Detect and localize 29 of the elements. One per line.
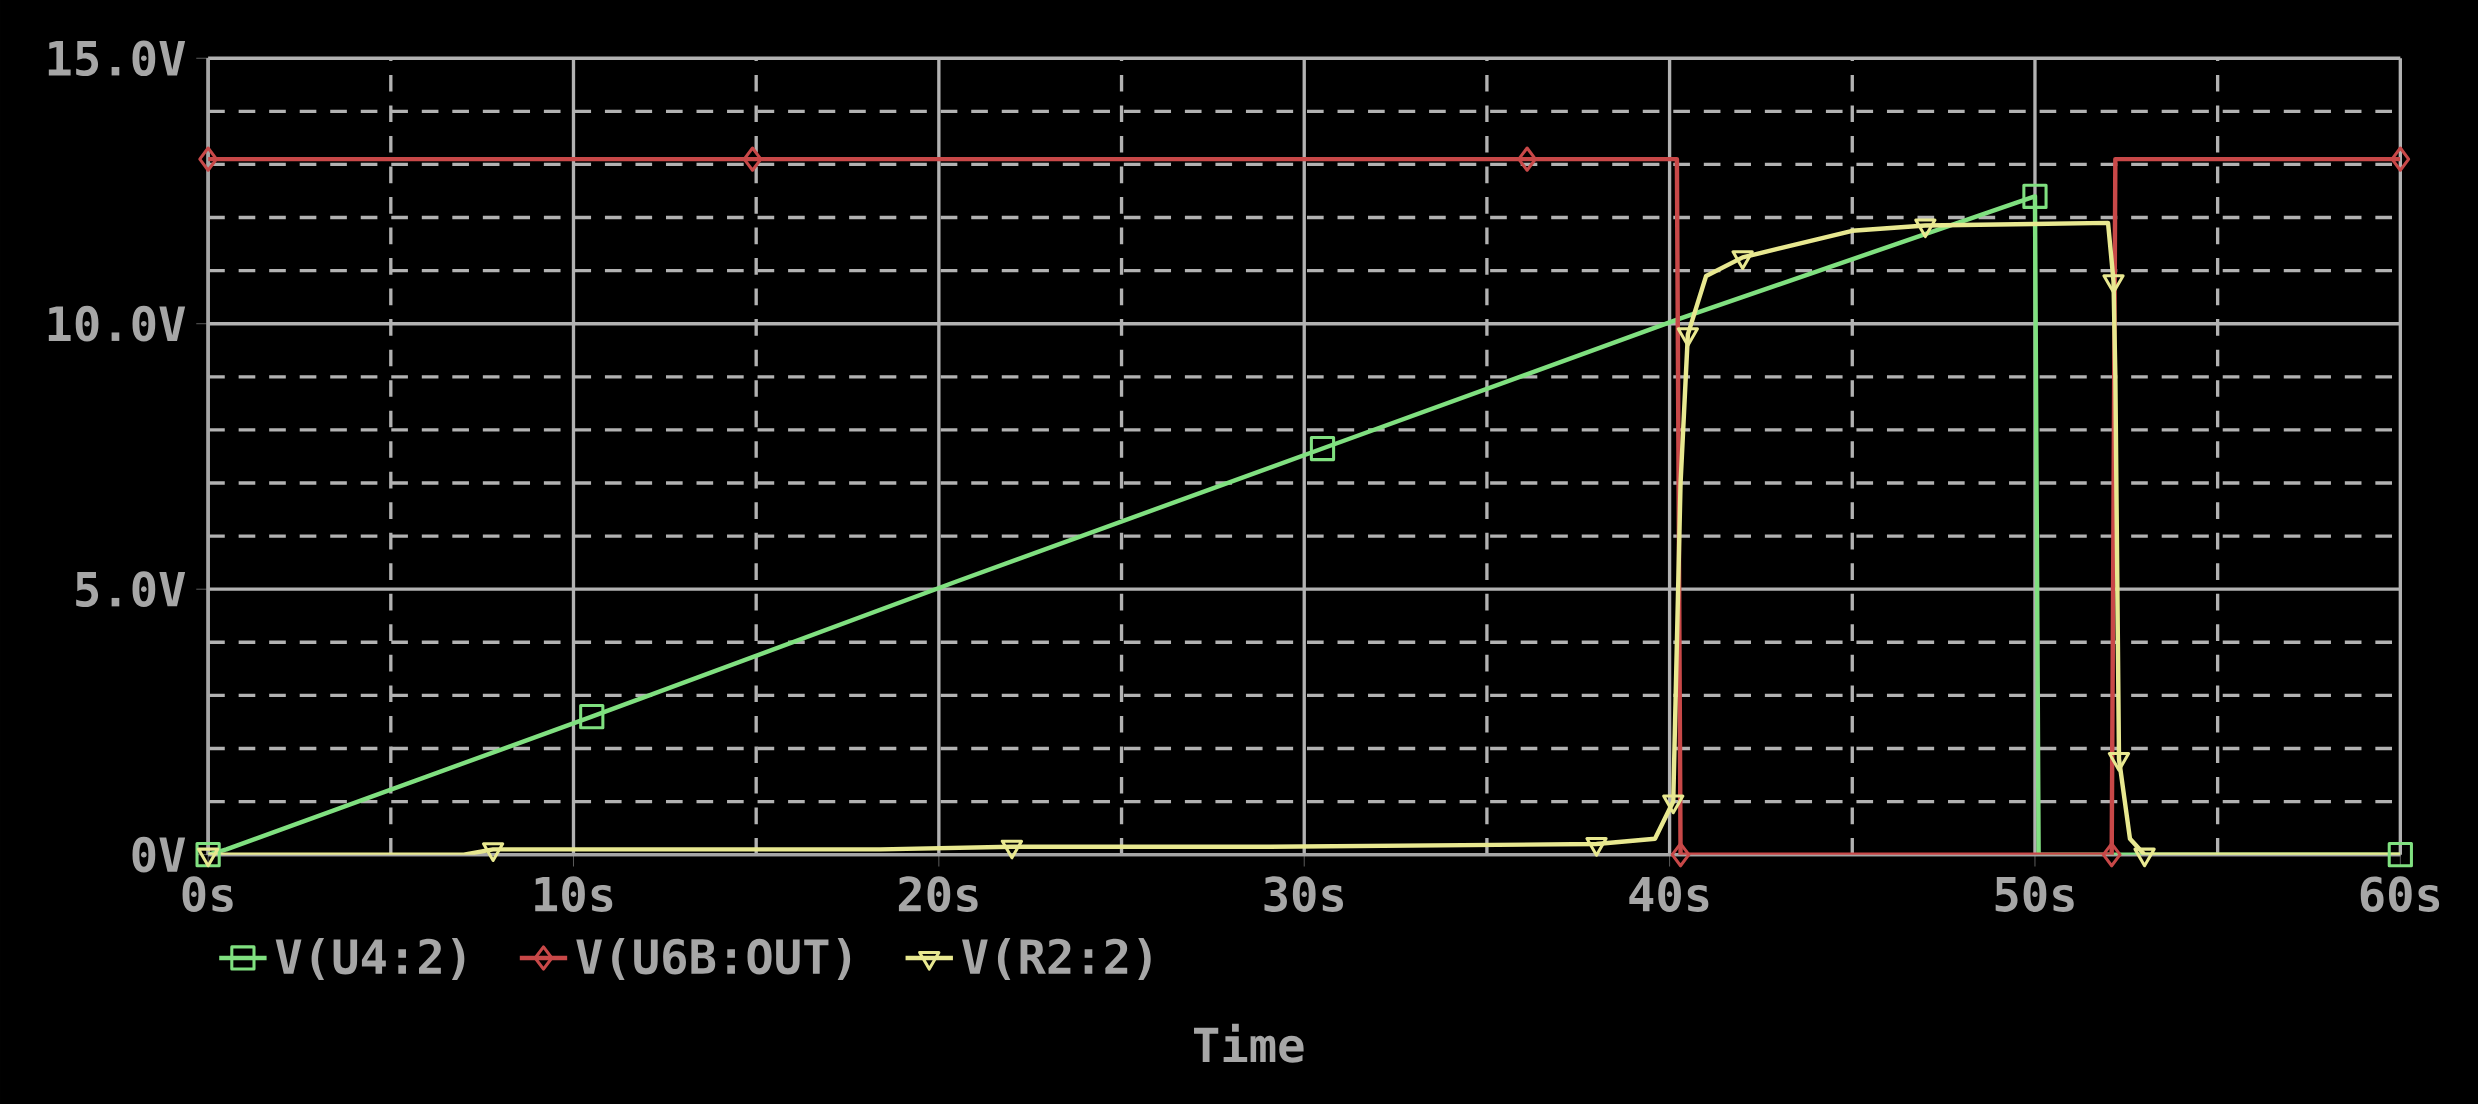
x-tick-label: 20s <box>898 876 978 912</box>
legend-label: V(U6B:OUT) <box>576 937 851 980</box>
y-tick-label: 10.0V <box>48 305 186 342</box>
point <box>2133 847 2156 868</box>
point <box>1000 839 1024 860</box>
point <box>742 146 763 172</box>
point <box>198 146 218 172</box>
point <box>2022 183 2048 209</box>
x-tick-label: 30s <box>1264 876 1344 912</box>
x-axis-title: Time <box>1194 1023 1304 1063</box>
x-tick-label: 10s <box>535 876 613 912</box>
x-tick-label: 40s <box>1629 876 1709 912</box>
point <box>1517 146 1537 172</box>
x-tick-label: 0s <box>182 876 233 912</box>
legend-label: V(R2:2) <box>962 937 1151 980</box>
point <box>1309 435 1336 461</box>
point <box>2107 751 2131 772</box>
x-tick-label: 50s <box>1995 876 2074 912</box>
x-tick-label: 60s <box>2360 876 2440 912</box>
y-tick-label: 5.0V <box>76 571 186 607</box>
point <box>2390 146 2411 172</box>
point <box>2102 273 2125 294</box>
point <box>196 847 220 868</box>
legend-label: V(U4:2) <box>275 937 465 980</box>
y-tick-label: 15.0V <box>48 40 186 76</box>
point <box>1662 794 1685 814</box>
point <box>1585 836 1608 857</box>
y-tick-label: 0V <box>132 836 186 873</box>
point <box>481 842 505 862</box>
